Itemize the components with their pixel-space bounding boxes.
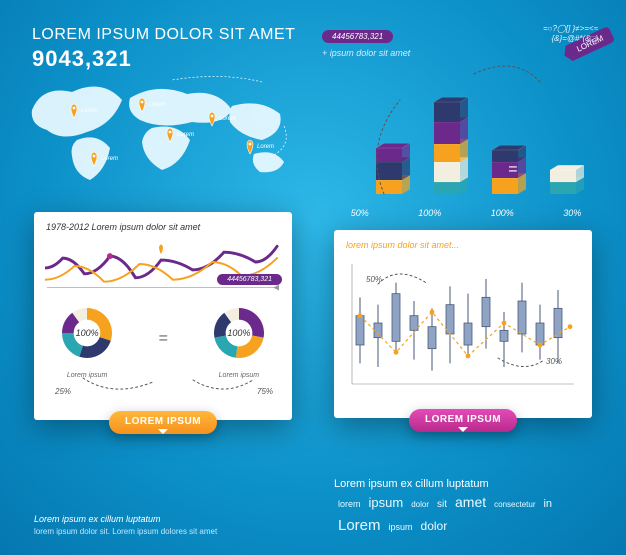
math-scribble: =○?◯[] }≠>=<≈ {&}=@#*(&□)	[543, 24, 598, 45]
donut-2: 100%	[204, 298, 274, 368]
panel-left-sketch: 25% 75%	[43, 372, 283, 402]
svg-text:Lorem: Lorem	[149, 102, 166, 108]
header-title: LOREM IPSUM DOLOR SIT AMET	[32, 26, 302, 44]
panel-right-title: lorem ipsum dolor sit amet...	[334, 230, 592, 252]
bar3d-svg: =	[356, 44, 596, 204]
svg-text:Lorem: Lorem	[177, 132, 194, 138]
donut-row: 100% Lorem ipsum = 100% Lorem ipsum	[34, 298, 292, 379]
panel-left-badge: 44456783,321	[217, 274, 282, 285]
equals-icon: =	[158, 330, 167, 348]
svg-text:Lorem: Lorem	[257, 144, 274, 150]
bar-axis-labels: 50%100%100%30%	[326, 208, 606, 218]
header-number: 9043,321	[32, 46, 302, 72]
donut-1: 100%	[52, 298, 122, 368]
header-block: LOREM IPSUM DOLOR SIT AMET 9043,321	[32, 26, 302, 72]
svg-text:Lorem: Lorem	[219, 116, 236, 122]
svg-text:Lorem: Lorem	[101, 156, 118, 162]
tag-cloud: loremipsumdolorsitametconsecteturinLorem…	[334, 492, 592, 537]
panel-right: lorem ipsum dolor sit amet... 50%30% LOR…	[334, 230, 592, 418]
footer-right: Lorem ipsum ex cillum luptatum loremipsu…	[334, 477, 592, 537]
svg-text:30%: 30%	[546, 357, 562, 366]
candlestick-chart: 50%30%	[348, 254, 578, 394]
cta-right[interactable]: LOREM IPSUM	[409, 409, 517, 432]
svg-text:75%: 75%	[257, 387, 273, 396]
world-map: Lorem Lorem Lorem Lorem Lorem Lorem	[22, 70, 302, 200]
panel-left: 1978-2012 Lorem ipsum dolor sit amet 444…	[34, 212, 292, 420]
svg-text:25%: 25%	[54, 387, 71, 396]
svg-text:Lorem: Lorem	[81, 108, 98, 114]
footer-left: Lorem ipsum ex cillum luptatum lorem ips…	[34, 513, 292, 537]
svg-text:=: =	[508, 161, 517, 178]
bar-chart-region: =○?◯[] }≠>=<≈ {&}=@#*(&□) 44456783,321 +…	[316, 14, 606, 224]
bars-badge: 44456783,321	[322, 30, 393, 43]
cta-left[interactable]: LOREM IPSUM	[109, 411, 217, 434]
panel-left-title: 1978-2012 Lorem ipsum dolor sit amet	[34, 212, 292, 234]
